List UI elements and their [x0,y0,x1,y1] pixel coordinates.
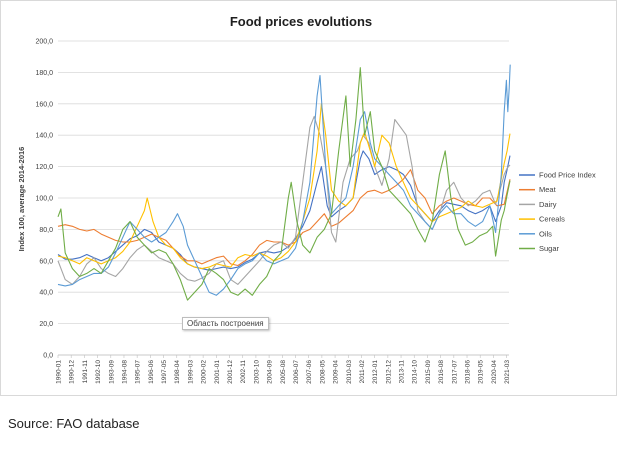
x-tick-label: 2012-12 [385,360,392,384]
legend-label: Oils [539,229,552,238]
y-tick-label: 0,0 [43,353,53,360]
series-line-sugar [57,67,511,301]
source-caption: Source: FAO database [8,416,140,431]
x-tick-label: 2017-07 [451,360,458,384]
legend-label: Meat [539,185,557,194]
series-line-oils [57,64,511,296]
x-tick-label: 1993-09 [108,360,115,384]
y-tick-label: 200,0 [35,39,53,46]
y-axis-label: Index 100, average 2014-2016 [17,147,26,252]
x-tick-label: 2004-09 [267,360,274,384]
x-tick-label: 1990-01 [56,360,63,384]
x-tick-label: 1998-04 [174,360,181,384]
y-tick-label: 140,0 [35,133,53,140]
legend-label: Food Price Index [539,171,596,180]
axes: 0,0 20,0 40,0 60,0 80,0 100,0 120,0 140,0 160,0 1… [35,39,511,384]
x-tick-label: 2003-10 [253,360,260,384]
line-chart: Food prices evolutions Index 100, averag… [17,14,596,384]
x-tick-label: 2007-06 [306,360,313,384]
series-line-meat [57,169,511,267]
y-tick-label: 120,0 [35,164,53,171]
plot-area-tooltip: Область построения [182,317,269,330]
y-tick-label: 160,0 [35,101,53,108]
x-tick-label: 2005-08 [280,360,287,384]
y-tick-label: 60,0 [39,258,53,265]
chart-title: Food prices evolutions [230,14,372,29]
legend-label: Sugar [539,244,560,253]
chart-frame: Food prices evolutions Index 100, averag… [0,0,617,396]
x-tick-label: 1992-10 [95,360,102,384]
x-tick-label: 1997-05 [161,360,168,384]
x-tick-label: 2014-10 [412,360,419,384]
y-tick-label: 180,0 [35,70,53,77]
x-tick-label: 2010-03 [346,360,353,384]
x-tick-label: 2015-09 [425,360,432,384]
x-tick-label: 1995-07 [135,360,142,384]
legend-label: Dairy [539,200,557,209]
y-tick-label: 80,0 [39,227,53,234]
x-tick-label: 2011-02 [359,360,366,384]
x-tick-label: 2009-04 [333,360,340,384]
x-tick-label: 2020-04 [491,360,498,384]
x-tick-label: 2002-11 [240,360,247,384]
x-tick-label: 2018-06 [465,360,472,384]
x-tick-label: 2006-07 [293,360,300,384]
x-tick-label: 2012-01 [372,360,379,384]
x-tick-label: 2013-11 [399,360,406,384]
x-tick-label: 1991-11 [82,360,89,384]
x-tick-label: 2021-03 [504,360,511,384]
series-lines [57,64,511,301]
x-tick-label: 1999-03 [187,360,194,384]
y-tick-label: 100,0 [35,196,53,203]
x-tick-label: 2019-05 [478,360,485,384]
y-tick-label: 20,0 [39,321,53,328]
x-tick-label: 1990-12 [69,360,76,384]
legend: Food Price Index Meat Dairy Cereals Oils Suga… [519,171,596,253]
y-tick-label: 40,0 [39,290,53,297]
x-tick-label: 2008-05 [319,360,326,384]
gridlines [58,40,509,356]
series-line-dairy [57,115,511,285]
x-tick-label: 1996-06 [148,360,155,384]
x-tick-label: 2000-02 [201,360,208,384]
x-tick-label: 2001-12 [227,360,234,384]
x-tick-label: 2001-01 [214,360,221,384]
legend-label: Cereals [539,215,565,224]
x-tick-label: 2016-08 [438,360,445,384]
x-tick-label: 1994-08 [121,360,128,384]
